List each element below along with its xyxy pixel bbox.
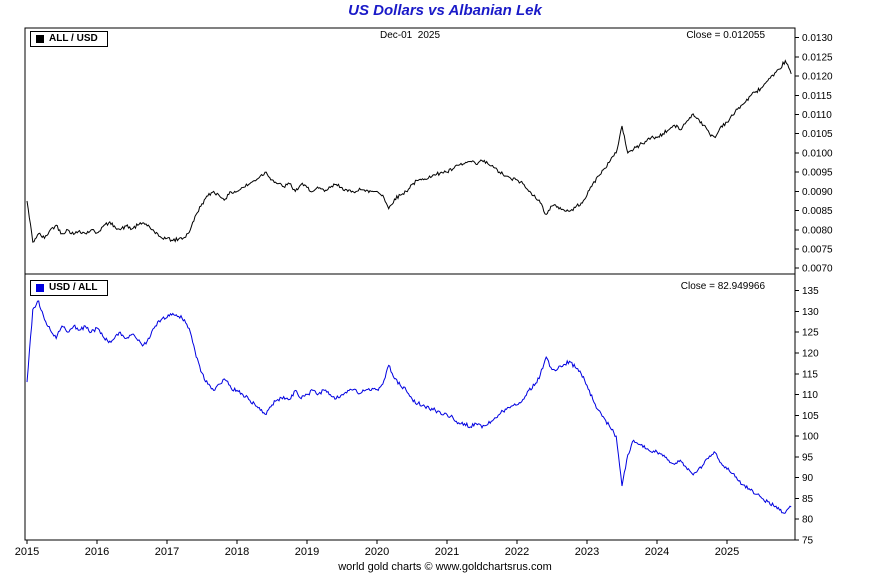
x-tick-label: 2020 — [365, 546, 389, 558]
y-tick-label: 125 — [802, 328, 819, 339]
y-tick-label: 130 — [802, 307, 819, 318]
y-tick-label: 85 — [802, 494, 814, 505]
y-tick-label: 0.0100 — [802, 148, 833, 159]
bottom-legend: USD / ALL — [30, 280, 108, 296]
x-tick-label: 2024 — [645, 546, 669, 558]
y-tick-label: 0.0120 — [802, 72, 833, 83]
page-title: US Dollars vs Albanian Lek — [348, 2, 542, 19]
y-tick-label: 110 — [802, 390, 818, 401]
bottom-legend-swatch — [36, 284, 44, 292]
x-tick-label: 2022 — [505, 546, 529, 558]
x-tick-label: 2017 — [155, 546, 179, 558]
y-tick-label: 0.0130 — [802, 33, 833, 44]
y-tick-label: 115 — [802, 369, 818, 380]
x-tick-label: 2025 — [715, 546, 739, 558]
y-tick-label: 0.0095 — [802, 168, 833, 179]
y-tick-label: 90 — [802, 473, 814, 484]
y-tick-label: 0.0090 — [802, 187, 833, 198]
y-tick-label: 0.0105 — [802, 129, 833, 140]
y-tick-label: 105 — [802, 411, 819, 422]
y-tick-label: 0.0125 — [802, 52, 833, 63]
top-legend-label: ALL / USD — [49, 33, 98, 44]
y-tick-label: 0.0070 — [802, 264, 833, 275]
y-tick-label: 100 — [802, 432, 819, 443]
x-tick-label: 2023 — [575, 546, 599, 558]
top-close-label: Close = 0.012055 — [686, 30, 765, 41]
x-tick-label: 2015 — [15, 546, 39, 558]
bottom-panel-frame — [24, 273, 796, 541]
y-tick-label: 120 — [802, 349, 819, 360]
usd-all-series-line — [26, 300, 792, 514]
y-tick-label: 0.0085 — [802, 206, 833, 217]
top-panel-frame — [24, 27, 796, 275]
x-tick-label: 2019 — [295, 546, 319, 558]
bottom-legend-label: USD / ALL — [49, 282, 98, 293]
y-tick-label: 80 — [802, 515, 814, 526]
top-legend: ALL / USD — [30, 31, 108, 47]
footer-credit: world gold charts © www.goldchartsrus.co… — [338, 561, 552, 573]
y-tick-label: 0.0110 — [802, 110, 832, 121]
x-tick-label: 2021 — [435, 546, 459, 558]
y-tick-label: 0.0115 — [802, 91, 832, 102]
y-tick-label: 75 — [802, 536, 814, 547]
y-tick-label: 95 — [802, 452, 814, 463]
y-tick-label: 0.0075 — [802, 245, 833, 256]
y-tick-label: 135 — [802, 286, 819, 297]
all-usd-series-line — [26, 59, 792, 243]
date-label: Dec-01 2025 — [379, 30, 441, 41]
bottom-close-label: Close = 82.949966 — [680, 281, 765, 292]
x-tick-label: 2018 — [225, 546, 249, 558]
top-legend-swatch — [36, 35, 44, 43]
x-tick-label: 2016 — [85, 546, 109, 558]
y-tick-label: 0.0080 — [802, 225, 833, 236]
